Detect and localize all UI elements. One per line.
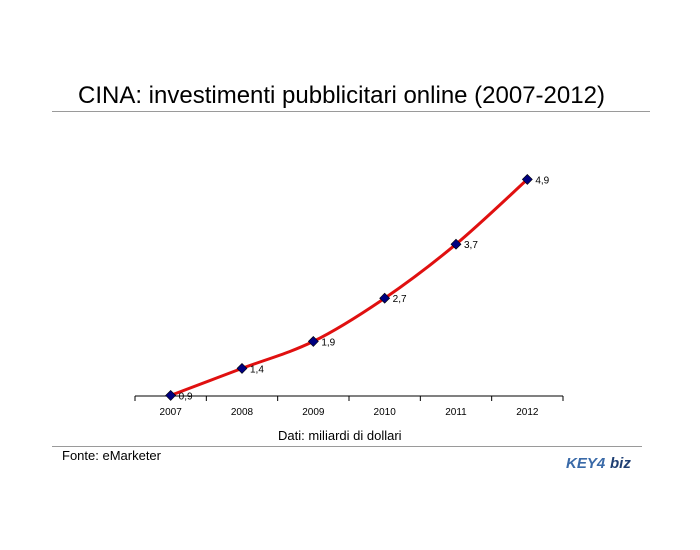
data-point-marker (307, 335, 319, 347)
data-label: 4,9 (535, 175, 549, 186)
x-tick-label: 2012 (516, 407, 539, 418)
x-tick-label: 2011 (445, 407, 467, 418)
data-label: 2,7 (393, 294, 407, 305)
data-labels: 0,9 1,4 1,9 2,7 3,7 4,9 (179, 175, 550, 402)
key4biz-logo: KEY4 biz (566, 455, 631, 472)
data-label: 0,9 (179, 391, 193, 402)
chart-title: CINA: investimenti pubblicitari online (… (78, 82, 605, 109)
logo-text-biz: biz (610, 455, 631, 472)
x-axis (134, 395, 564, 401)
data-markers (165, 173, 533, 401)
source-note: Fonte: eMarketer (62, 448, 161, 463)
data-point-marker (450, 238, 462, 250)
x-tick-label: 2009 (302, 407, 325, 418)
footer-divider (52, 446, 642, 447)
data-label: 1,4 (250, 364, 264, 375)
x-tick-label: 2008 (231, 407, 254, 418)
data-point-marker (165, 389, 177, 401)
x-tick-label: 2007 (160, 407, 183, 418)
data-label: 3,7 (464, 240, 478, 251)
x-axis-label: Dati: miliardi di dollari (278, 428, 402, 443)
x-tick-labels: 2007 2008 2009 2010 2011 2012 (160, 407, 539, 418)
data-point-marker (521, 173, 533, 185)
x-tick-label: 2010 (374, 407, 397, 418)
data-point-marker (236, 362, 248, 374)
data-label: 1,9 (321, 337, 335, 348)
logo-text-main: KEY4 (566, 455, 606, 472)
title-divider (52, 111, 650, 112)
series-line (170, 178, 529, 397)
data-point-marker (379, 292, 391, 304)
